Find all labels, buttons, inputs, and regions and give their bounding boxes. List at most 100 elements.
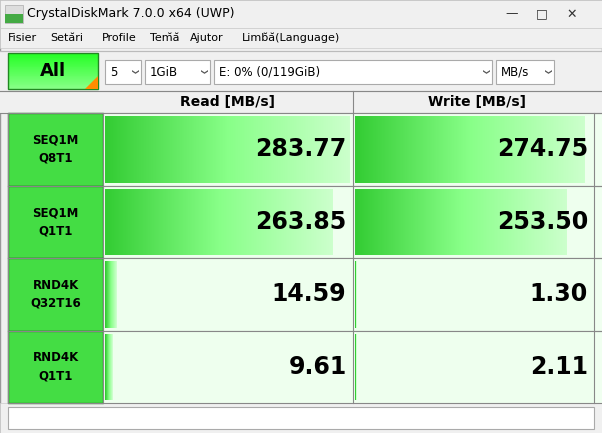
Bar	[418, 188, 419, 255]
Bar	[223, 188, 224, 255]
Bar	[335, 116, 336, 182]
Bar	[349, 116, 350, 182]
Bar	[465, 116, 466, 182]
Bar	[406, 116, 407, 182]
Text: ❯: ❯	[199, 69, 205, 75]
Bar	[130, 116, 131, 182]
Bar	[312, 116, 313, 182]
Bar	[291, 116, 292, 182]
Bar	[262, 116, 263, 182]
Bar	[230, 188, 231, 255]
Bar	[415, 188, 416, 255]
Bar	[353, 330, 594, 403]
Bar	[181, 116, 182, 182]
Bar	[438, 116, 439, 182]
Bar	[506, 188, 507, 255]
Bar	[165, 116, 166, 182]
Bar	[517, 188, 518, 255]
Bar	[8, 58, 98, 59]
Bar	[388, 116, 389, 182]
Bar	[129, 116, 130, 182]
Bar	[150, 116, 151, 182]
Text: 274.75: 274.75	[497, 137, 588, 161]
Bar	[103, 113, 353, 185]
Bar	[105, 60, 141, 84]
Bar	[125, 116, 126, 182]
Bar	[107, 116, 108, 182]
Bar	[114, 116, 115, 182]
Bar	[207, 188, 208, 255]
Bar	[553, 188, 554, 255]
Bar	[566, 116, 568, 182]
Bar	[116, 261, 117, 327]
Bar	[348, 116, 349, 182]
Bar	[403, 116, 405, 182]
Bar	[382, 116, 383, 182]
Bar	[129, 188, 130, 255]
Bar	[108, 261, 109, 327]
Text: □: □	[536, 7, 548, 20]
Bar	[119, 116, 120, 182]
Bar	[111, 188, 112, 255]
Bar	[198, 116, 199, 182]
Bar	[326, 116, 327, 182]
Bar	[214, 188, 215, 255]
Bar	[553, 116, 554, 182]
Bar	[353, 113, 594, 185]
Bar	[356, 116, 357, 182]
Bar	[396, 116, 397, 182]
Bar	[399, 116, 400, 182]
Bar	[527, 116, 528, 182]
Bar	[290, 188, 291, 255]
Bar	[161, 188, 162, 255]
Bar	[0, 403, 602, 433]
Bar	[432, 116, 433, 182]
Bar	[238, 116, 239, 182]
Bar	[445, 188, 447, 255]
Bar	[313, 116, 314, 182]
Bar	[178, 188, 179, 255]
Bar	[361, 188, 362, 255]
Bar	[325, 188, 326, 255]
Bar	[364, 116, 365, 182]
Bar	[222, 188, 223, 255]
Bar	[217, 116, 218, 182]
Bar	[477, 188, 479, 255]
Bar	[426, 116, 427, 182]
Bar	[417, 188, 418, 255]
Bar	[8, 84, 98, 85]
Bar	[319, 188, 320, 255]
Bar	[278, 188, 279, 255]
Bar	[154, 188, 155, 255]
Bar	[251, 188, 252, 255]
Bar	[186, 188, 187, 255]
Bar	[433, 188, 435, 255]
Bar	[215, 116, 216, 182]
Bar	[149, 116, 150, 182]
Bar	[497, 116, 498, 182]
Bar	[550, 116, 551, 182]
Bar	[322, 116, 323, 182]
Bar	[210, 188, 211, 255]
Bar	[353, 258, 594, 330]
Bar	[323, 188, 324, 255]
Bar	[227, 188, 228, 255]
Bar	[497, 188, 498, 255]
Bar	[506, 116, 507, 182]
Bar	[199, 116, 200, 182]
Bar	[8, 73, 98, 74]
Bar	[231, 116, 232, 182]
Bar	[397, 188, 399, 255]
Bar	[297, 188, 298, 255]
Bar	[8, 185, 103, 258]
Bar	[474, 188, 475, 255]
Bar	[145, 188, 146, 255]
Bar	[482, 188, 483, 255]
Bar	[8, 72, 98, 74]
Bar	[562, 116, 563, 182]
Bar	[341, 116, 342, 182]
Bar	[450, 116, 451, 182]
Bar	[320, 116, 321, 182]
Bar	[182, 188, 183, 255]
Bar	[8, 85, 98, 86]
